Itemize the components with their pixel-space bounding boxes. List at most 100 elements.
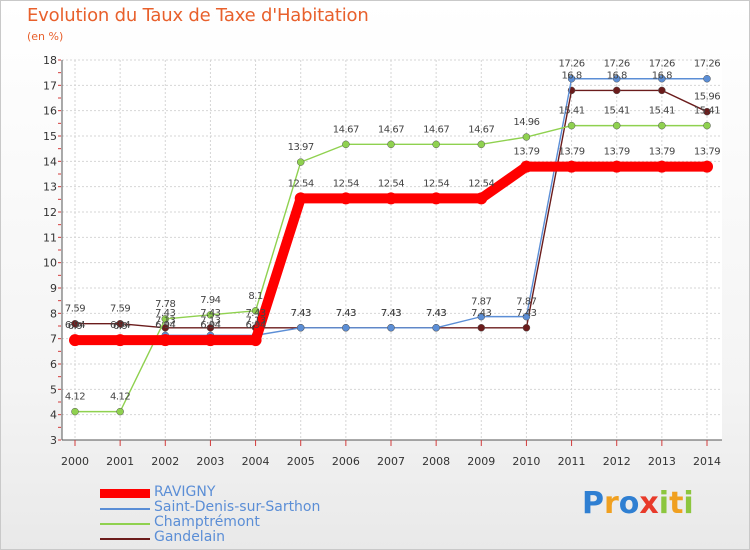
data-label-champtr-mont: 13.97 bbox=[288, 142, 314, 153]
x-tick-label: 2013 bbox=[648, 455, 676, 468]
data-label-champtr-mont: 8.1 bbox=[248, 291, 263, 302]
data-label-gandelain: 7.43 bbox=[471, 308, 491, 319]
data-label-saint-denis-sur-sarthon: 17.26 bbox=[694, 59, 720, 70]
data-label-champtr-mont: 7.78 bbox=[155, 299, 175, 310]
data-point-saint-denis-sur-sarthon bbox=[342, 324, 350, 332]
data-label-gandelain: 7.43 bbox=[516, 308, 536, 319]
data-point-ravigny bbox=[159, 334, 172, 347]
data-label-saint-denis-sur-sarthon: 7.43 bbox=[426, 308, 446, 319]
logo-letter: i bbox=[658, 486, 670, 521]
data-point-saint-denis-sur-sarthon bbox=[296, 324, 305, 332]
data-label-champtr-mont: 15.41 bbox=[694, 106, 720, 117]
data-label-gandelain: 7.59 bbox=[65, 304, 85, 315]
y-tick-label: 15 bbox=[43, 130, 57, 143]
data-label-ravigny: 6.94 bbox=[65, 320, 85, 331]
y-tick-label: 17 bbox=[43, 79, 57, 92]
data-label-ravigny: 13.79 bbox=[559, 147, 585, 158]
logo-letter: r bbox=[604, 486, 619, 521]
data-point-gandelain bbox=[522, 324, 531, 332]
data-label-saint-denis-sur-sarthon: 17.26 bbox=[604, 59, 630, 70]
data-point-saint-denis-sur-sarthon bbox=[432, 324, 440, 332]
data-point-ravigny bbox=[385, 192, 397, 205]
data-point-gandelain bbox=[612, 86, 621, 95]
data-point-ravigny bbox=[520, 160, 533, 173]
x-tick-label: 2004 bbox=[242, 455, 270, 468]
data-label-gandelain: 7.43 bbox=[381, 308, 401, 319]
legend-item-gandelain: Gandelain bbox=[100, 529, 400, 545]
logo-letter: t bbox=[669, 486, 684, 521]
data-point-ravigny bbox=[339, 192, 352, 205]
data-point-saint-denis-sur-sarthon bbox=[477, 312, 486, 321]
legend-item-saint-denis-sur-sarthon: Saint-Denis-sur-Sarthon bbox=[100, 499, 400, 515]
x-tick-label: 2003 bbox=[196, 455, 224, 468]
data-point-champtr-mont bbox=[567, 121, 576, 130]
data-label-champtr-mont: 14.67 bbox=[378, 124, 404, 135]
legend-item-champtr-mont: Champtrémont bbox=[100, 514, 400, 530]
data-point-ravigny bbox=[204, 334, 217, 347]
y-tick-label: 4 bbox=[50, 409, 57, 422]
data-label-saint-denis-sur-sarthon: 7.43 bbox=[336, 308, 356, 319]
data-label-gandelain: 7.43 bbox=[245, 308, 265, 319]
data-point-ravigny bbox=[294, 192, 307, 205]
legend-swatch bbox=[100, 508, 150, 510]
data-label-saint-denis-sur-sarthon: 7.43 bbox=[291, 308, 311, 319]
plot-area bbox=[62, 60, 722, 440]
legend-label: Saint-Denis-sur-Sarthon bbox=[154, 499, 321, 515]
data-label-gandelain: 7.43 bbox=[291, 308, 311, 319]
data-point-gandelain bbox=[71, 319, 79, 328]
data-label-saint-denis-sur-sarthon: 6.9 bbox=[68, 321, 83, 332]
y-tick-label: 16 bbox=[43, 105, 57, 118]
x-tick-label: 2012 bbox=[603, 455, 631, 468]
data-label-ravigny: 6.94 bbox=[155, 320, 175, 331]
data-point-gandelain bbox=[206, 324, 215, 332]
chart-title: Evolution du Taux de Taxe d'Habitation bbox=[27, 5, 369, 26]
data-label-champtr-mont: 15.41 bbox=[649, 106, 675, 117]
data-label-gandelain: 16.8 bbox=[561, 70, 581, 81]
data-label-gandelain: 7.43 bbox=[200, 308, 220, 319]
y-tick-label: 9 bbox=[50, 282, 57, 295]
data-point-champtr-mont bbox=[432, 140, 440, 149]
data-point-champtr-mont bbox=[387, 140, 395, 149]
chart-subtitle: (en %) bbox=[27, 30, 64, 43]
data-point-champtr-mont bbox=[477, 140, 486, 149]
data-label-champtr-mont: 7.94 bbox=[200, 295, 220, 306]
data-point-ravigny bbox=[475, 192, 488, 205]
data-point-saint-denis-sur-sarthon bbox=[387, 324, 395, 332]
data-label-ravigny: 12.54 bbox=[378, 178, 404, 189]
data-point-champtr-mont bbox=[161, 315, 170, 323]
data-label-gandelain: 7.43 bbox=[336, 308, 356, 319]
y-tick-label: 14 bbox=[43, 155, 57, 168]
data-label-ravigny: 13.79 bbox=[604, 147, 630, 158]
data-label-champtr-mont: 4.12 bbox=[65, 392, 85, 403]
data-label-saint-denis-sur-sarthon: 7.13 bbox=[200, 315, 220, 326]
data-label-gandelain: 16.8 bbox=[652, 70, 672, 81]
data-label-champtr-mont: 14.67 bbox=[423, 124, 449, 135]
data-point-saint-denis-sur-sarthon bbox=[612, 74, 621, 83]
data-label-gandelain: 7.43 bbox=[426, 308, 446, 319]
data-point-saint-denis-sur-sarthon bbox=[658, 74, 666, 83]
data-label-champtr-mont: 15.41 bbox=[559, 106, 585, 117]
legend-label: RAVIGNY bbox=[154, 484, 216, 500]
data-label-ravigny: 6.94 bbox=[200, 320, 220, 331]
data-point-champtr-mont bbox=[296, 158, 305, 166]
y-tick-label: 6 bbox=[50, 358, 57, 371]
logo-letter: i bbox=[683, 486, 694, 521]
data-label-ravigny: 12.54 bbox=[288, 178, 314, 189]
data-label-gandelain: 16.8 bbox=[607, 70, 627, 81]
data-point-saint-denis-sur-sarthon bbox=[522, 312, 531, 321]
data-point-champtr-mont bbox=[342, 140, 350, 149]
y-tick-label: 3 bbox=[50, 434, 57, 447]
data-point-champtr-mont bbox=[612, 121, 621, 130]
data-point-ravigny bbox=[610, 160, 623, 173]
data-label-champtr-mont: 15.41 bbox=[604, 106, 630, 117]
data-point-gandelain bbox=[658, 86, 666, 95]
data-point-ravigny bbox=[655, 160, 668, 173]
data-label-saint-denis-sur-sarthon: 17.26 bbox=[649, 59, 675, 70]
data-point-saint-denis-sur-sarthon bbox=[567, 74, 576, 83]
data-point-ravigny bbox=[430, 192, 443, 205]
data-label-saint-denis-sur-sarthon: 7.87 bbox=[471, 297, 491, 308]
y-tick-label: 8 bbox=[50, 307, 57, 320]
x-tick-label: 2011 bbox=[558, 455, 586, 468]
y-tick-label: 7 bbox=[50, 333, 57, 346]
